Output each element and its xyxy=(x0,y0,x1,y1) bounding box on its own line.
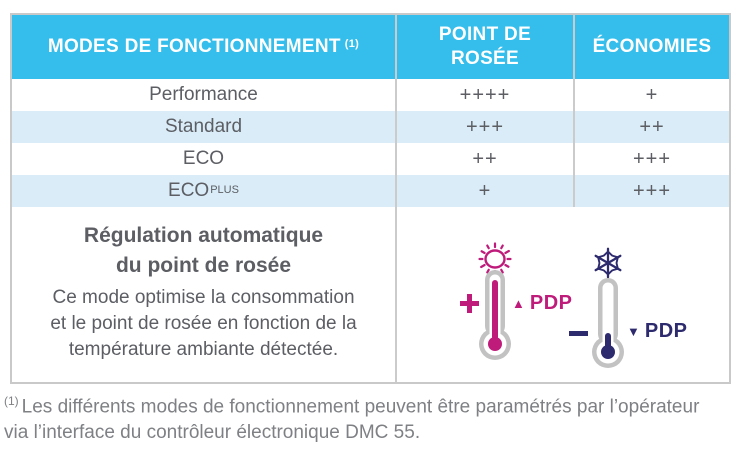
arrow-down-icon: ▼ xyxy=(627,323,640,339)
header-economies: ÉCONOMIES xyxy=(573,15,729,79)
mode-label: Performance xyxy=(149,84,258,105)
regulation-desc-line1: Ce mode optimise la consommation xyxy=(52,286,355,308)
regulation-desc-line2: et le point de rosée en fonction de la xyxy=(50,312,357,334)
pdp-down-label: ▼ PDP xyxy=(627,321,688,341)
row-ecoplus-pdp: + xyxy=(395,175,573,207)
header-modes: MODES DE FONCTIONNEMENT (1) xyxy=(12,15,395,79)
row-standard-eco: ++ xyxy=(573,111,729,143)
row-eco-eco: +++ xyxy=(573,143,729,175)
thermometer-low-icon xyxy=(592,278,624,368)
pdp-up-label: ▲ PDP xyxy=(512,293,573,313)
header-point-de-rosee-label: POINT DE ROSÉE xyxy=(438,24,532,69)
plus-icon xyxy=(460,294,479,313)
header-economies-label: ÉCONOMIES xyxy=(592,36,712,58)
header-modes-footnote-ref: (1) xyxy=(344,38,360,51)
row-performance-mode: Performance xyxy=(12,79,395,111)
row-standard-pdp: +++ xyxy=(395,111,573,143)
regulation-title: Régulation automatique du point de rosée xyxy=(84,221,323,281)
row-performance-pdp: ++++ xyxy=(395,79,573,111)
mode-label: ECO xyxy=(168,180,210,201)
pdp-text: PDP xyxy=(529,292,573,314)
dew-point-diagram-cell: ▲ PDP xyxy=(395,207,729,382)
footnote-line1: (1) Les différents modes de fonctionnemen… xyxy=(4,388,740,420)
footnote-text-line1: Les différents modes de fonctionnement p… xyxy=(21,396,700,418)
mode-label: Standard xyxy=(164,116,243,137)
regulation-description: Ce mode optimise la consommation et le p… xyxy=(50,285,356,363)
operating-modes-table: MODES DE FONCTIONNEMENT (1) POINT DE ROSÉ… xyxy=(10,13,731,384)
regulation-desc-line3: température ambiante détectée. xyxy=(68,338,339,360)
minus-icon xyxy=(569,331,588,336)
arrow-up-icon: ▲ xyxy=(512,295,525,311)
footnote-text-line2: via l’interface du contrôleur électroniq… xyxy=(4,422,421,444)
mode-superscript: PLUS xyxy=(210,184,239,196)
regulation-title-line2: du point de rosée xyxy=(115,253,291,277)
regulation-title-line1: Régulation automatique xyxy=(83,223,324,247)
thermometer-high-icon xyxy=(479,270,511,360)
header-modes-label: MODES DE FONCTIONNEMENT xyxy=(47,36,341,58)
row-ecoplus-eco: +++ xyxy=(573,175,729,207)
snowflake-icon xyxy=(594,247,622,279)
row-eco-mode: ECO xyxy=(12,143,395,175)
header-point-de-rosee: POINT DE ROSÉE xyxy=(395,15,573,79)
row-eco-pdp: ++ xyxy=(395,143,573,175)
sun-icon xyxy=(478,242,512,276)
footnote-ref: (1) xyxy=(4,394,19,408)
row-ecoplus-mode: ECO PLUS xyxy=(12,175,395,207)
row-performance-eco: + xyxy=(573,79,729,111)
pdp-text: PDP xyxy=(644,320,688,342)
mode-label: ECO xyxy=(182,148,225,169)
regulation-cell: Régulation automatique du point de rosée… xyxy=(12,207,395,382)
footnote: (1) Les différents modes de fonctionnemen… xyxy=(4,388,740,446)
row-standard-mode: Standard xyxy=(12,111,395,143)
